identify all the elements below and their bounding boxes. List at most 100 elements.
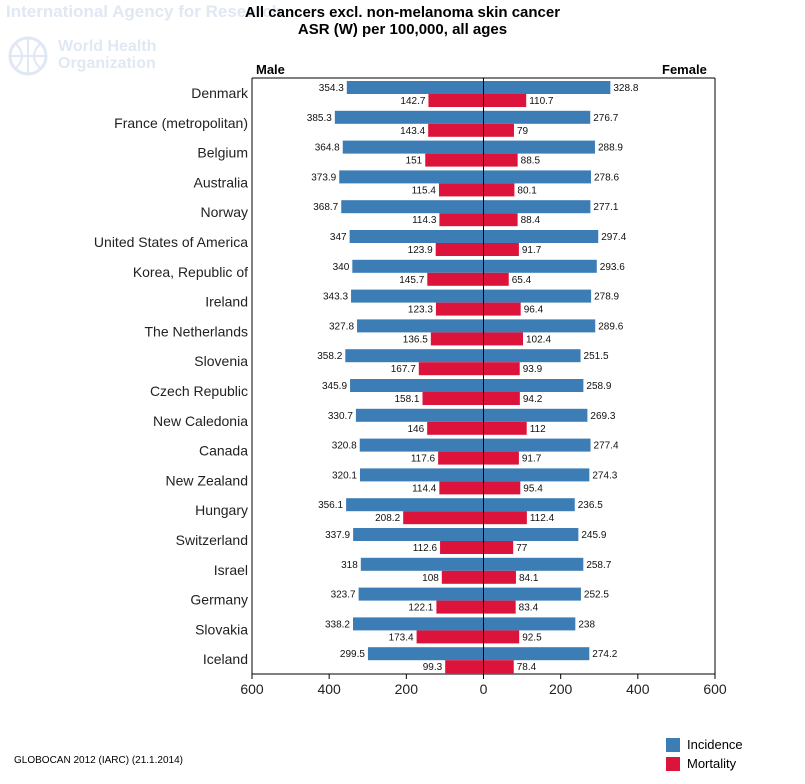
bar-female-mortality [483, 570, 516, 584]
bar-male-incidence [339, 170, 484, 184]
bar-male-mortality [425, 153, 484, 167]
bar-male-mortality [428, 123, 484, 137]
data-label-male-mortality: 208.2 [375, 513, 400, 524]
data-label-male-mortality: 146 [407, 424, 424, 435]
legend-label-mortality: Mortality [687, 756, 737, 771]
data-label-male-incidence: 373.9 [311, 172, 336, 183]
bar-female-incidence [483, 438, 591, 452]
data-label-male-mortality: 158.1 [394, 394, 419, 405]
category-label: Hungary [195, 502, 248, 518]
data-label-male-mortality: 143.4 [400, 126, 425, 137]
data-label-female-incidence: 276.7 [593, 113, 618, 124]
x-tick-label: 0 [480, 681, 488, 697]
data-label-female-mortality: 88.4 [521, 215, 541, 226]
data-label-female-mortality: 112 [530, 424, 546, 435]
data-label-female-mortality: 84.1 [519, 573, 539, 584]
category-label: Israel [214, 562, 248, 578]
data-label-male-mortality: 145.7 [399, 275, 424, 286]
bar-female-mortality [483, 600, 516, 614]
data-label-male-incidence: 356.1 [318, 500, 343, 511]
bar-male-incidence [360, 557, 484, 571]
data-label-female-mortality: 112.4 [530, 513, 555, 524]
bar-female-mortality [483, 302, 521, 316]
bar-male-mortality [418, 362, 484, 376]
data-label-female-incidence: 236.5 [578, 500, 603, 511]
category-label: Belgium [197, 145, 248, 161]
bar-male-mortality [445, 660, 484, 674]
category-label: Korea, Republic of [133, 264, 248, 280]
bar-male-incidence [346, 498, 484, 512]
bar-male-mortality [427, 421, 484, 435]
chart-title-line1: All cancers excl. non-melanoma skin canc… [244, 4, 561, 21]
bar-female-incidence [483, 498, 575, 512]
category-label: France (metropolitan) [114, 115, 248, 131]
bar-female-mortality [483, 511, 527, 525]
x-tick-label: 400 [626, 681, 650, 697]
bar-male-mortality [438, 451, 484, 465]
category-label: Canada [199, 443, 248, 459]
data-label-male-incidence: 345.9 [322, 381, 347, 392]
bar-female-mortality [483, 481, 521, 495]
data-label-female-incidence: 288.9 [598, 143, 623, 154]
data-label-male-incidence: 385.3 [307, 113, 332, 124]
bar-male-incidence [353, 617, 484, 631]
data-label-male-incidence: 338.2 [325, 619, 350, 630]
bar-female-incidence [483, 587, 581, 601]
data-label-male-mortality: 112.6 [413, 543, 438, 554]
data-label-male-incidence: 320.8 [332, 441, 357, 452]
category-label: The Netherlands [144, 323, 248, 339]
bar-male-mortality [403, 511, 484, 525]
bar-male-mortality [435, 243, 484, 256]
data-label-male-incidence: 330.7 [328, 411, 353, 422]
data-label-male-mortality: 122.1 [408, 603, 433, 614]
category-label: Germany [190, 592, 248, 608]
category-label: New Zealand [166, 472, 249, 488]
source-footer: GLOBOCAN 2012 (IARC) (21.1.2014) [14, 755, 183, 766]
category-label: New Caledonia [153, 413, 248, 429]
category-label: Denmark [191, 85, 249, 101]
data-label-male-incidence: 368.7 [313, 202, 338, 213]
data-label-male-incidence: 323.7 [331, 590, 356, 601]
category-label: Australia [194, 174, 249, 190]
data-label-female-mortality: 93.9 [523, 364, 543, 375]
data-label-male-mortality: 114.4 [412, 483, 437, 494]
bar-female-mortality [483, 153, 518, 167]
data-label-female-incidence: 277.1 [593, 202, 618, 213]
bar-female-incidence [483, 170, 591, 184]
data-label-female-mortality: 102.4 [526, 334, 551, 345]
bar-male-mortality [416, 630, 484, 644]
legend-label-incidence: Incidence [687, 737, 743, 752]
who-watermark-line1: World Health [58, 38, 157, 55]
data-label-male-incidence: 337.9 [325, 530, 350, 541]
bar-female-incidence [483, 647, 590, 661]
data-label-male-mortality: 123.3 [408, 305, 433, 316]
x-tick-label: 200 [395, 681, 419, 697]
bar-male-mortality [438, 183, 484, 197]
data-label-male-incidence: 318 [341, 560, 358, 571]
chart-legend: Incidence Mortality [666, 735, 743, 773]
data-label-male-incidence: 354.3 [319, 83, 344, 94]
bar-male-mortality [422, 392, 484, 405]
bar-female-incidence [483, 528, 579, 541]
data-label-female-mortality: 96.4 [524, 305, 544, 316]
bar-male-mortality [440, 541, 484, 554]
x-tick-label: 600 [703, 681, 727, 697]
bar-female-mortality [483, 123, 514, 137]
bar-female-mortality [483, 630, 520, 644]
mortality-swatch [666, 756, 680, 771]
bar-female-incidence [483, 110, 591, 124]
bar-male-mortality [435, 302, 484, 316]
bar-female-incidence [483, 230, 599, 243]
category-label: Iceland [203, 651, 248, 667]
data-label-male-mortality: 151 [406, 156, 423, 167]
data-label-male-mortality: 136.5 [403, 334, 428, 345]
data-label-female-mortality: 95.4 [523, 483, 543, 494]
bar-female-mortality [483, 451, 519, 465]
x-tick-label: 400 [317, 681, 341, 697]
bar-male-incidence [345, 349, 484, 363]
bar-male-incidence [357, 319, 484, 333]
data-label-male-mortality: 114.3 [412, 215, 437, 226]
data-label-male-incidence: 327.8 [329, 321, 354, 332]
bar-male-incidence [351, 289, 484, 303]
bar-male-incidence [359, 438, 484, 452]
